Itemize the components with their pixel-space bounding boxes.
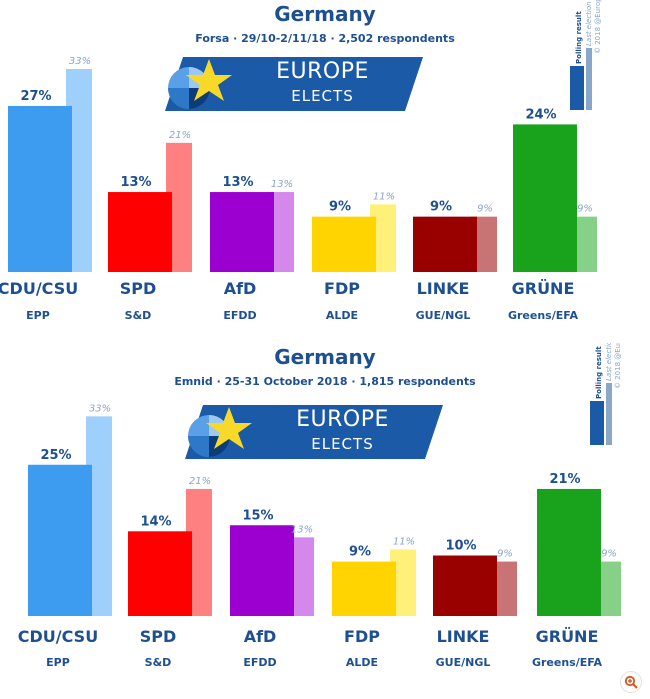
eu-group-label: GUE/NGL [416,309,471,322]
poll-bar-1 [128,531,192,616]
poll-bar-2 [210,192,274,272]
poll-value-label: 10% [445,539,476,554]
poll-bar-4 [433,555,497,616]
legend-credit: © 2018 @EuropeElects [614,343,622,389]
poll-bar-1 [108,192,172,272]
eu-group-label: GUE/NGL [436,656,491,669]
legend: Polling result Last election result © 2018… [570,0,602,110]
eu-group-label: S&D [145,656,172,669]
legend-poll-swatch [590,401,604,445]
poll-bar-5 [513,124,577,273]
party-label: CDU/CSU [0,279,78,298]
election-value-label: 21% [189,476,211,487]
legend-poll-label: Polling result [595,346,603,399]
poll-value-label: 24% [525,107,556,122]
party-label: LINKE [437,627,490,646]
party-label: FDP [344,627,380,646]
party-label: CDU/CSU [18,627,98,646]
party-label: FDP [324,279,360,298]
election-value-label: 13% [271,179,293,190]
bar-chart: 25% 33% CDU/CSU EPP 14% 21% SPD S&D 15% 13% AfD EFD… [18,343,622,669]
party-label: SPD [140,627,177,646]
poll-value-label: 9% [430,200,452,215]
election-value-label: 9% [601,549,617,560]
eu-group-label: EPP [46,656,70,669]
election-value-label: 11% [393,536,415,547]
poll-bar-3 [312,216,376,272]
poll-value-label: 13% [120,175,151,190]
eu-group-label: ALDE [346,656,378,669]
europe-elects-logo-icon [185,405,443,459]
eu-group-label: S&D [125,309,152,322]
chart-subtitle: Forsa · 29/10-2/11/18 · 2,502 respondent… [195,32,455,45]
banner-line1: EUROPE [296,407,389,432]
poll-bar-2 [230,525,294,616]
chart-panel-emnid: Germany Emnid · 25-31 October 2018 · 1,8… [0,343,650,683]
poll-bar-4 [413,216,477,272]
party-label: GRÜNE [536,627,599,646]
poll-bar-5 [537,488,601,616]
legend-poll-swatch [570,66,584,110]
legend-election-swatch [606,383,612,445]
legend-election-swatch [586,48,592,110]
legend-poll-label: Polling result [575,11,583,64]
chart-panel-forsa: Germany Forsa · 29/10-2/11/18 · 2,502 re… [0,0,650,340]
election-value-label: 9% [577,204,593,215]
europe-elects-banner: EUROPE ELECTS [165,55,425,113]
election-value-label: 21% [169,130,191,141]
europe-elects-banner: EUROPE ELECTS [185,403,445,461]
party-label: SPD [120,279,157,298]
poll-bar-0 [8,105,72,272]
poll-value-label: 21% [549,472,580,487]
election-value-label: 13% [291,524,313,535]
party-label: LINKE [417,279,470,298]
election-value-label: 9% [477,204,493,215]
election-value-label: 33% [69,56,91,67]
poll-value-label: 9% [349,545,371,560]
banner-line2: ELECTS [311,435,374,453]
legend: Polling result Last election result © 2018… [590,343,622,445]
poll-value-label: 15% [242,508,273,523]
banner-line2: ELECTS [291,87,354,105]
election-value-label: 9% [497,549,513,560]
poll-value-label: 25% [40,448,71,463]
chart-subtitle: Emnid · 25-31 October 2018 · 1,815 respo… [174,375,476,388]
chart-title: Germany [274,345,376,369]
party-label: AfD [224,279,257,298]
poll-value-label: 13% [222,175,253,190]
election-value-label: 11% [373,191,395,202]
zoom-icon[interactable] [620,671,642,693]
eu-group-label: EFDD [243,656,276,669]
eu-group-label: ALDE [326,309,358,322]
eu-group-label: EPP [26,309,50,322]
election-value-label: 33% [89,403,111,414]
bar-chart: 27% 33% CDU/CSU EPP 13% 21% SPD S&D 13% 13% AfD EFD… [0,0,602,322]
legend-credit: © 2018 @EuropeElects [594,0,602,54]
legend-election-label: Last election result [585,0,593,46]
poll-value-label: 9% [329,200,351,215]
eu-group-label: Greens/EFA [532,656,603,669]
banner-line1: EUROPE [276,59,369,84]
chart-title: Germany [274,2,376,26]
eu-group-label: Greens/EFA [508,309,579,322]
europe-elects-logo-icon [165,57,423,111]
poll-bar-0 [28,464,92,616]
party-label: AfD [244,627,277,646]
legend-election-label: Last election result [605,343,613,381]
poll-bar-3 [332,561,396,616]
poll-value-label: 14% [140,514,171,529]
eu-group-label: EFDD [223,309,256,322]
poll-value-label: 27% [20,89,51,104]
party-label: GRÜNE [512,279,575,298]
